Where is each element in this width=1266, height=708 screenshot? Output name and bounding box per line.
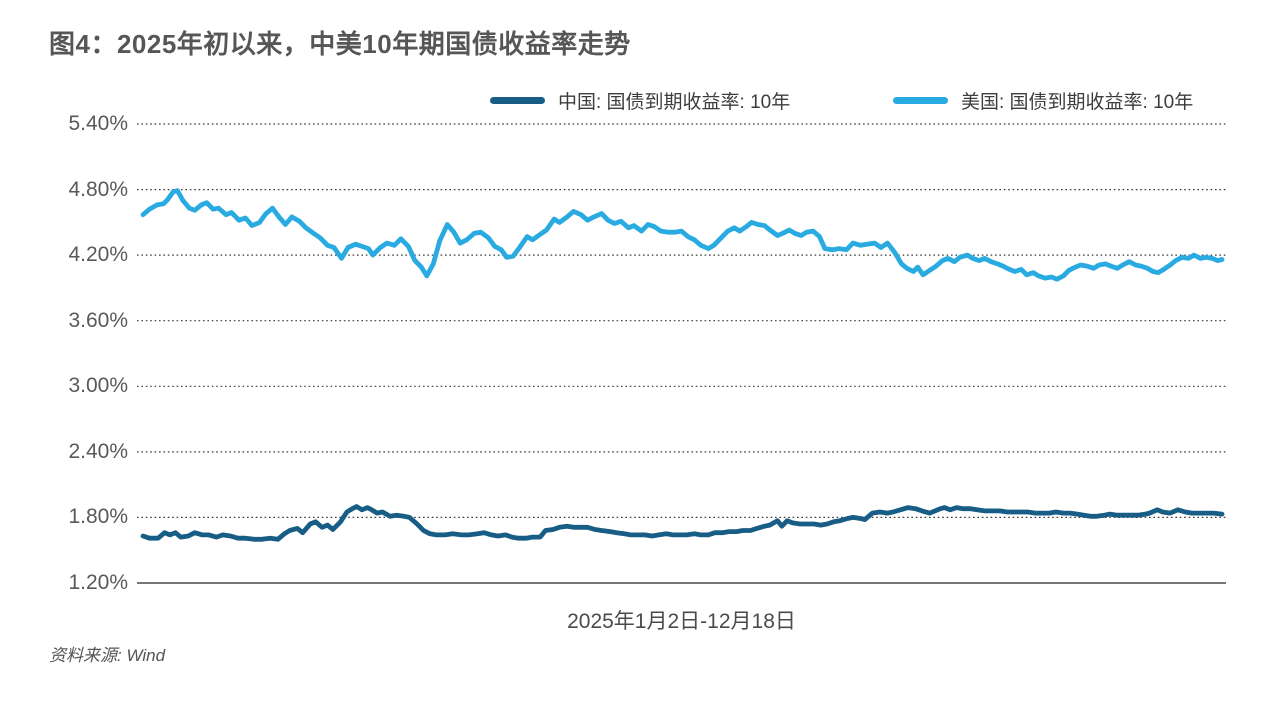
x-axis-label: 2025年1月2日-12月18日 (567, 610, 796, 633)
y-tick-label: 4.80% (68, 178, 128, 201)
source-note: 资料来源: Wind (49, 646, 166, 665)
y-tick-label: 5.40% (68, 112, 128, 135)
legend-label-china: 中国: 国债到期收益率: 10年 (558, 91, 791, 113)
y-tick-label: 3.60% (68, 309, 128, 332)
y-tick-label: 4.20% (68, 243, 128, 266)
legend-item-us: 美国: 国债到期收益率: 10年 (893, 87, 1193, 113)
chart-title: 图4：2025年初以来，中美10年期国债收益率走势 (49, 29, 631, 59)
legend-item-china: 中国: 国债到期收益率: 10年 (490, 87, 790, 113)
y-tick-label: 2.40% (68, 440, 128, 463)
us-line-swatch-icon (893, 96, 948, 104)
y-tick-label: 1.20% (68, 571, 128, 594)
us-yield-line (140, 188, 1225, 282)
y-tick-label: 3.00% (68, 374, 128, 397)
china-yield-line (140, 504, 1225, 542)
china-line-swatch-icon (490, 96, 545, 104)
y-tick-label: 1.80% (68, 505, 128, 528)
legend-label-us: 美国: 国债到期收益率: 10年 (961, 91, 1194, 113)
